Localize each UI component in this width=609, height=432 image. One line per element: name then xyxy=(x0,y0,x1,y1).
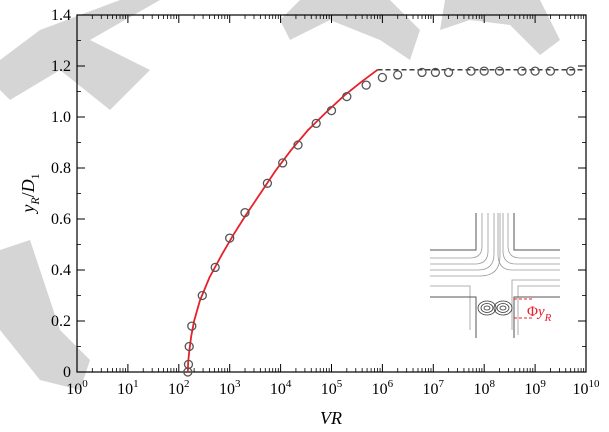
x-tick-label: 109 xyxy=(524,378,546,398)
data-point xyxy=(393,70,403,80)
data-point xyxy=(187,321,197,331)
data-point xyxy=(326,105,337,116)
data-point xyxy=(417,67,427,78)
watermark-letter-o-left xyxy=(280,0,420,60)
data-point xyxy=(311,118,321,129)
series-layer xyxy=(183,66,586,377)
data-point xyxy=(184,341,194,352)
data-point xyxy=(545,66,556,76)
x-tick-label: 100 xyxy=(66,378,88,398)
y-tick-label: 0.6 xyxy=(51,211,71,228)
y-tick-label: 0.4 xyxy=(51,262,71,279)
x-tick-label: 108 xyxy=(473,378,495,398)
y-axis: 0 0.2 0.4 0.6 0.8 1.0 1.2 1.4 xyxy=(51,7,586,381)
data-point xyxy=(240,207,250,218)
watermark-letter-lower-left xyxy=(0,240,90,390)
x-tick-label: 102 xyxy=(168,378,190,398)
data-point xyxy=(197,290,207,301)
inset-yr-marker xyxy=(514,298,534,319)
x-tick-label: 104 xyxy=(270,378,292,398)
x-tick-label: 103 xyxy=(219,378,241,398)
data-point xyxy=(479,66,489,76)
inset-schematic: ΦyR xyxy=(430,213,560,338)
data-point xyxy=(530,66,540,76)
x-axis-label: VR xyxy=(320,408,342,428)
data-point xyxy=(361,80,371,90)
y-tick-label: 1.4 xyxy=(51,7,71,24)
y-axis-label: yR/D1 xyxy=(18,173,42,214)
watermark-letter-r xyxy=(0,0,160,110)
inset-walls xyxy=(430,213,560,338)
data-point xyxy=(517,66,527,76)
inset-vortices xyxy=(477,300,513,316)
y-tick-label: 0.2 xyxy=(51,313,71,330)
x-tick-label: 1010 xyxy=(573,378,601,398)
y-tick-label: 1.2 xyxy=(51,58,71,75)
data-point xyxy=(466,66,476,76)
plot-frame xyxy=(76,14,587,373)
data-point xyxy=(262,178,273,188)
data-point xyxy=(293,140,303,150)
inset-yr-label: ΦyR xyxy=(527,304,552,324)
data-point xyxy=(210,262,220,273)
data-point xyxy=(225,233,235,243)
data-point xyxy=(566,66,576,76)
data-point xyxy=(183,359,194,370)
data-point xyxy=(430,67,441,78)
y-tick-label: 0.8 xyxy=(51,160,71,177)
inset-streamlines xyxy=(430,213,560,335)
x-tick-label: 107 xyxy=(423,378,445,398)
data-point xyxy=(377,72,388,83)
x-tick-label: 101 xyxy=(117,378,138,398)
y-tick-label: 1.0 xyxy=(51,109,71,126)
x-tick-label: 105 xyxy=(321,378,343,398)
data-point xyxy=(494,66,505,76)
x-tick-label: 106 xyxy=(372,378,394,398)
data-point xyxy=(278,158,288,168)
data-point xyxy=(342,91,352,102)
fit-curve xyxy=(186,69,379,373)
data-point xyxy=(443,67,454,78)
watermark-letter-o-right xyxy=(440,0,560,55)
x-axis: 100 101 102 103 104 105 106 107 108 109 1010 xyxy=(66,15,600,398)
y-tick-label: 0 xyxy=(63,364,71,381)
